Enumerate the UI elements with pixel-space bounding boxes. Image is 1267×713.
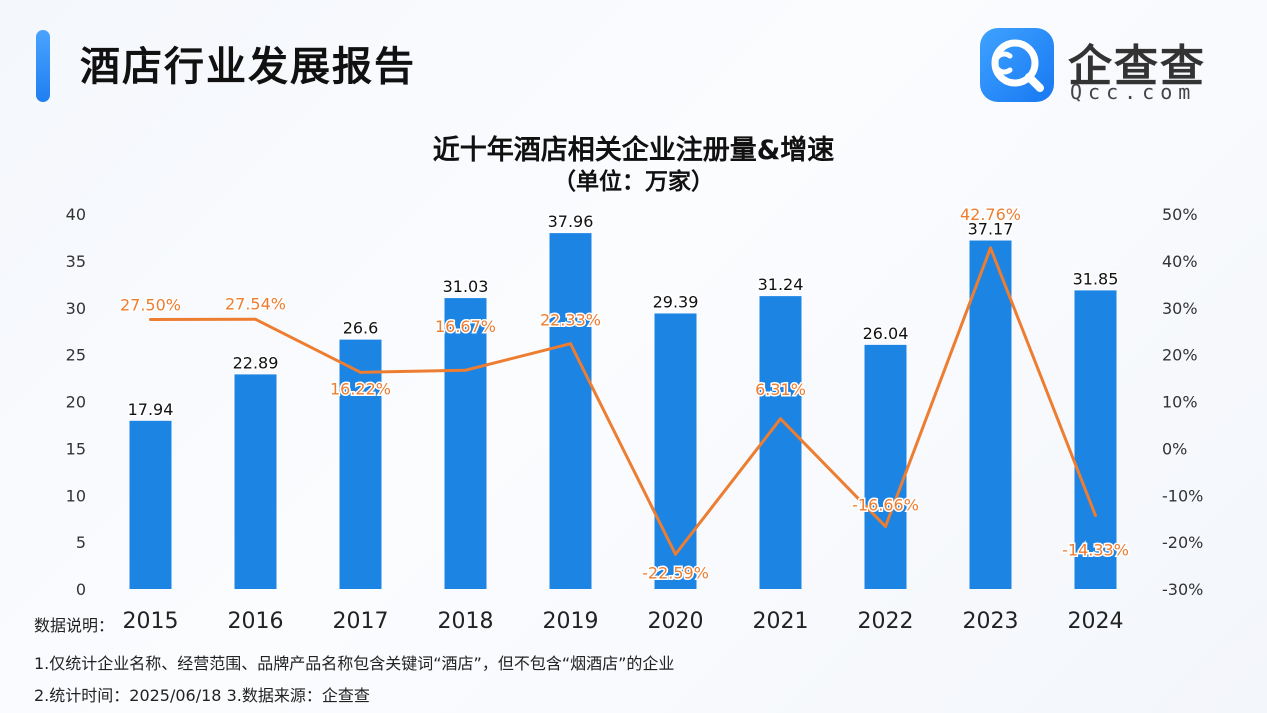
growth-line — [150, 246, 1097, 556]
x-tick-label: 2020 — [648, 609, 704, 634]
magnifier-logo-icon — [980, 28, 1054, 102]
y-left-tick-label: 30 — [66, 299, 86, 318]
x-tick-label: 2015 — [123, 609, 179, 634]
y-left-tick-label: 0 — [76, 580, 86, 599]
bar-value-label: 22.89 — [233, 353, 279, 372]
page-title: 酒店行业发展报告 — [80, 44, 416, 90]
bar-value-label: 29.39 — [653, 292, 699, 311]
x-tick-label: 2021 — [753, 609, 809, 634]
x-tick-label: 2022 — [858, 609, 914, 634]
growth-point — [1094, 514, 1097, 518]
chart-subtitle: （单位：万家） — [553, 169, 714, 195]
growth-point — [989, 246, 992, 250]
y-right-tick-label: 40% — [1162, 252, 1198, 271]
growth-value-label: 42.76% — [960, 205, 1021, 224]
x-tick-label: 2024 — [1068, 609, 1124, 634]
y-right-tick-label: 50% — [1162, 205, 1198, 224]
y-left-tick-label: 40 — [66, 205, 86, 224]
qcc-logo: 企查查 Qcc.com — [980, 28, 1230, 104]
notes-heading: 数据说明： — [34, 616, 115, 635]
bar — [864, 344, 907, 589]
y-right-tick-label: -10% — [1162, 486, 1203, 505]
logo-name: 企查查 — [1068, 41, 1206, 92]
y-right-tick-label: 10% — [1162, 393, 1198, 412]
growth-point — [884, 524, 887, 528]
growth-value-label: -16.66% — [852, 495, 919, 514]
growth-point — [359, 370, 362, 374]
growth-value-label: 6.31% — [755, 380, 806, 399]
bar-value-label: 31.03 — [443, 277, 489, 296]
notes-line-2: 2.统计时间：2025/06/18 3.数据来源：企查查 — [34, 686, 370, 705]
growth-value-label: -14.33% — [1062, 541, 1129, 560]
growth-point — [569, 342, 572, 346]
x-tick-label: 2018 — [438, 609, 494, 634]
growth-value-label: 27.50% — [120, 295, 181, 314]
growth-value-label: 27.54% — [225, 294, 286, 313]
bar — [1074, 290, 1117, 589]
y-left-tick-label: 15 — [66, 439, 86, 458]
bar-value-label: 37.96 — [548, 212, 594, 231]
bar — [759, 296, 802, 589]
notes-line-1: 1.仅统计企业名称、经营范围、品牌产品名称包含关键词“酒店”，但不包含“烟酒店”… — [34, 654, 675, 673]
title-accent-bar — [36, 30, 50, 102]
growth-point — [149, 317, 152, 321]
bar-value-label: 31.24 — [758, 275, 804, 294]
bar — [129, 420, 172, 589]
y-right-tick-label: 0% — [1162, 439, 1187, 458]
growth-point — [464, 368, 467, 372]
y-left-tick-label: 5 — [76, 533, 86, 552]
y-left-tick-label: 10 — [66, 486, 86, 505]
growth-point — [779, 417, 782, 421]
bar — [339, 339, 382, 589]
growth-point — [674, 552, 677, 556]
growth-value-label: -22.59% — [642, 563, 709, 582]
y-right-tick-label: 30% — [1162, 299, 1198, 318]
x-tick-label: 2019 — [543, 609, 599, 634]
y-left-tick-label: 35 — [66, 252, 86, 271]
chart-title: 近十年酒店相关企业注册量&增速 — [432, 135, 835, 166]
bar — [969, 240, 1012, 589]
x-tick-label: 2017 — [333, 609, 389, 634]
bar-value-label: 37.17 — [968, 220, 1014, 239]
x-tick-label: 2016 — [228, 609, 284, 634]
growth-value-label: 22.33% — [540, 311, 601, 330]
bar-value-label: 31.85 — [1073, 269, 1119, 288]
bar — [654, 313, 697, 589]
logo-domain: Qcc.com — [1070, 80, 1197, 104]
x-tick-label: 2023 — [963, 609, 1019, 634]
y-left-tick-label: 20 — [66, 393, 86, 412]
bar-value-label: 17.94 — [128, 400, 174, 419]
growth-point — [254, 317, 257, 321]
bar-value-label: 26.6 — [343, 319, 379, 338]
bar — [234, 374, 277, 589]
y-right-tick-label: 20% — [1162, 346, 1198, 365]
growth-value-label: 16.67% — [435, 317, 496, 336]
bar-value-label: 26.04 — [863, 324, 909, 343]
growth-value-label: 16.22% — [330, 379, 391, 398]
bar — [549, 233, 592, 589]
y-right-tick-label: -20% — [1162, 533, 1203, 552]
y-left-tick-label: 25 — [66, 346, 86, 365]
y-right-tick-label: -30% — [1162, 580, 1203, 599]
bar — [444, 298, 487, 589]
